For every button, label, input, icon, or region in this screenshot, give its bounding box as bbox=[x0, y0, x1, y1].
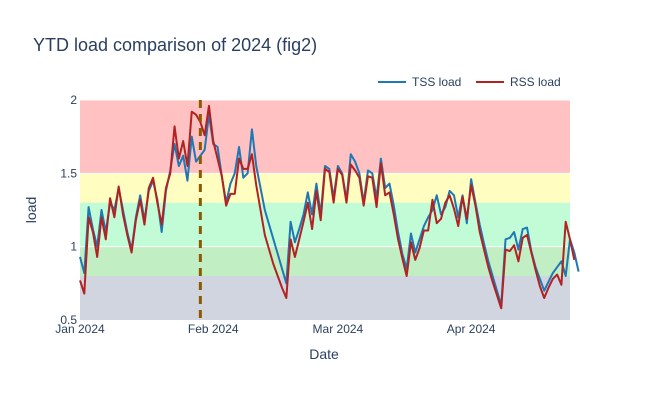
y-axis-ticks: 0.5 1 1.5 2 bbox=[60, 93, 77, 327]
x-axis-title: Date bbox=[309, 346, 339, 362]
band-2 bbox=[80, 202, 570, 247]
band-1 bbox=[80, 246, 570, 276]
series-lines[interactable] bbox=[79, 104, 580, 310]
x-tick-label: Mar 2024 bbox=[313, 322, 364, 336]
x-axis-ticks: Jan 2024 Feb 2024 Mar 2024 Apr 2024 bbox=[55, 322, 496, 336]
band-0 bbox=[80, 276, 570, 320]
legend-label-tss-load[interactable]: TSS load bbox=[412, 75, 461, 89]
band-4 bbox=[80, 100, 570, 174]
y-tick-label: 1.5 bbox=[60, 166, 77, 180]
x-tick-label: Apr 2024 bbox=[447, 322, 496, 336]
legend-label-rss-load[interactable]: RSS load bbox=[510, 75, 561, 89]
legend[interactable]: TSS load RSS load bbox=[378, 75, 561, 89]
x-tick-label: Feb 2024 bbox=[188, 322, 239, 336]
y-tick-label: 2 bbox=[70, 93, 77, 107]
y-tick-label: 1 bbox=[70, 240, 77, 254]
chart-title: YTD load comparison of 2024 (fig2) bbox=[33, 35, 317, 55]
y-axis-title: load bbox=[23, 197, 39, 223]
y-tick-label: 0.5 bbox=[60, 313, 77, 327]
series-line-rss-load[interactable] bbox=[79, 104, 576, 310]
x-tick-label: Jan 2024 bbox=[55, 322, 105, 336]
